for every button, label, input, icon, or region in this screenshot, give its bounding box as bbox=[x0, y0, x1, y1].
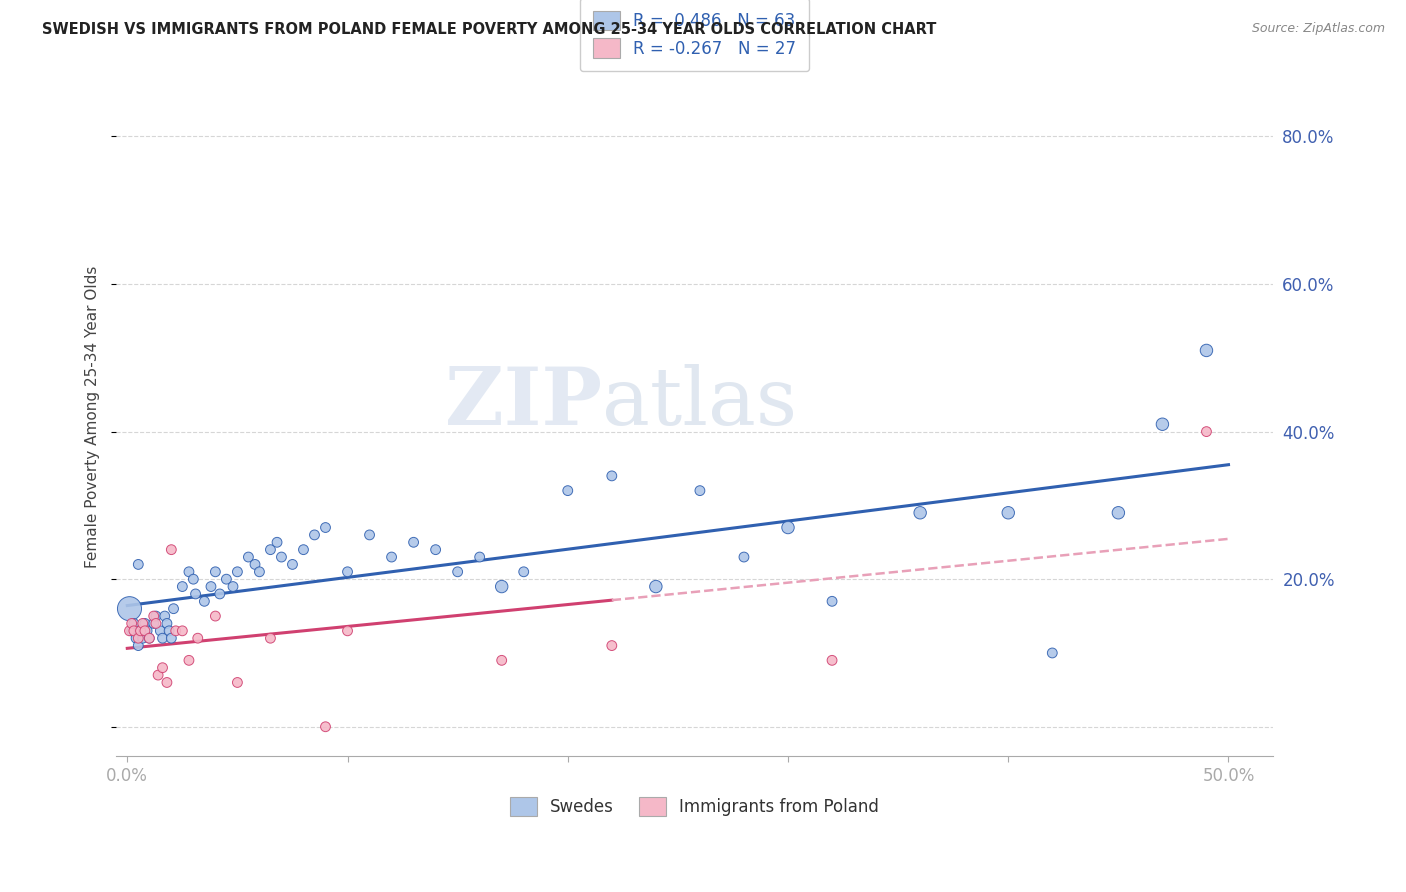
Point bbox=[157, 624, 180, 638]
Point bbox=[1195, 425, 1218, 439]
Point bbox=[200, 580, 222, 594]
Point bbox=[733, 549, 755, 564]
Point bbox=[172, 624, 194, 638]
Point bbox=[1152, 417, 1174, 432]
Point bbox=[208, 587, 231, 601]
Point bbox=[304, 528, 326, 542]
Point bbox=[118, 624, 141, 638]
Point bbox=[226, 565, 249, 579]
Point bbox=[142, 609, 165, 624]
Point bbox=[238, 549, 260, 564]
Point bbox=[183, 572, 205, 586]
Point bbox=[600, 468, 623, 483]
Point bbox=[129, 624, 152, 638]
Point bbox=[997, 506, 1019, 520]
Point bbox=[193, 594, 215, 608]
Point bbox=[259, 542, 281, 557]
Point bbox=[136, 624, 159, 638]
Point bbox=[121, 616, 143, 631]
Point bbox=[127, 639, 149, 653]
Point bbox=[127, 631, 149, 645]
Point bbox=[156, 675, 179, 690]
Point bbox=[243, 558, 266, 572]
Point bbox=[142, 616, 165, 631]
Point bbox=[131, 631, 153, 645]
Point bbox=[172, 580, 194, 594]
Point bbox=[1040, 646, 1063, 660]
Point bbox=[134, 616, 156, 631]
Point bbox=[821, 594, 844, 608]
Point bbox=[156, 616, 179, 631]
Point bbox=[425, 542, 447, 557]
Point bbox=[187, 631, 209, 645]
Point bbox=[122, 624, 145, 638]
Point bbox=[512, 565, 534, 579]
Text: Source: ZipAtlas.com: Source: ZipAtlas.com bbox=[1251, 22, 1385, 36]
Point bbox=[215, 572, 238, 586]
Point bbox=[446, 565, 468, 579]
Point bbox=[138, 631, 160, 645]
Point bbox=[821, 653, 844, 667]
Point bbox=[468, 549, 491, 564]
Point bbox=[270, 549, 292, 564]
Y-axis label: Female Poverty Among 25-34 Year Olds: Female Poverty Among 25-34 Year Olds bbox=[86, 266, 100, 568]
Point bbox=[1107, 506, 1129, 520]
Point bbox=[359, 528, 381, 542]
Point bbox=[204, 609, 226, 624]
Point bbox=[381, 549, 404, 564]
Point bbox=[402, 535, 425, 549]
Point bbox=[149, 624, 172, 638]
Point bbox=[146, 668, 169, 682]
Point bbox=[152, 661, 174, 675]
Point bbox=[129, 624, 152, 638]
Point bbox=[315, 720, 337, 734]
Point bbox=[177, 653, 200, 667]
Point bbox=[600, 639, 623, 653]
Point bbox=[491, 653, 513, 667]
Point bbox=[336, 565, 359, 579]
Point bbox=[121, 624, 143, 638]
Point bbox=[689, 483, 711, 498]
Point bbox=[184, 587, 207, 601]
Point bbox=[165, 624, 187, 638]
Text: atlas: atlas bbox=[602, 364, 797, 442]
Point bbox=[118, 601, 141, 615]
Point bbox=[177, 565, 200, 579]
Text: ZIP: ZIP bbox=[444, 364, 602, 442]
Point bbox=[292, 542, 315, 557]
Point bbox=[125, 631, 148, 645]
Point bbox=[776, 520, 799, 534]
Point bbox=[122, 616, 145, 631]
Point bbox=[131, 616, 153, 631]
Point bbox=[315, 520, 337, 534]
Point bbox=[249, 565, 271, 579]
Point bbox=[259, 631, 281, 645]
Point bbox=[127, 558, 149, 572]
Point bbox=[266, 535, 288, 549]
Point bbox=[160, 631, 183, 645]
Point bbox=[152, 631, 174, 645]
Point bbox=[160, 542, 183, 557]
Point bbox=[134, 624, 156, 638]
Point bbox=[557, 483, 579, 498]
Point bbox=[204, 565, 226, 579]
Point bbox=[162, 601, 184, 615]
Text: SWEDISH VS IMMIGRANTS FROM POLAND FEMALE POVERTY AMONG 25-34 YEAR OLDS CORRELATI: SWEDISH VS IMMIGRANTS FROM POLAND FEMALE… bbox=[42, 22, 936, 37]
Point bbox=[908, 506, 931, 520]
Point bbox=[226, 675, 249, 690]
Point bbox=[153, 609, 176, 624]
Point bbox=[644, 580, 666, 594]
Legend: Swedes, Immigrants from Poland: Swedes, Immigrants from Poland bbox=[503, 790, 886, 822]
Point bbox=[336, 624, 359, 638]
Point bbox=[491, 580, 513, 594]
Point bbox=[222, 580, 245, 594]
Point bbox=[145, 609, 167, 624]
Point bbox=[145, 616, 167, 631]
Point bbox=[1195, 343, 1218, 358]
Point bbox=[138, 631, 160, 645]
Point bbox=[281, 558, 304, 572]
